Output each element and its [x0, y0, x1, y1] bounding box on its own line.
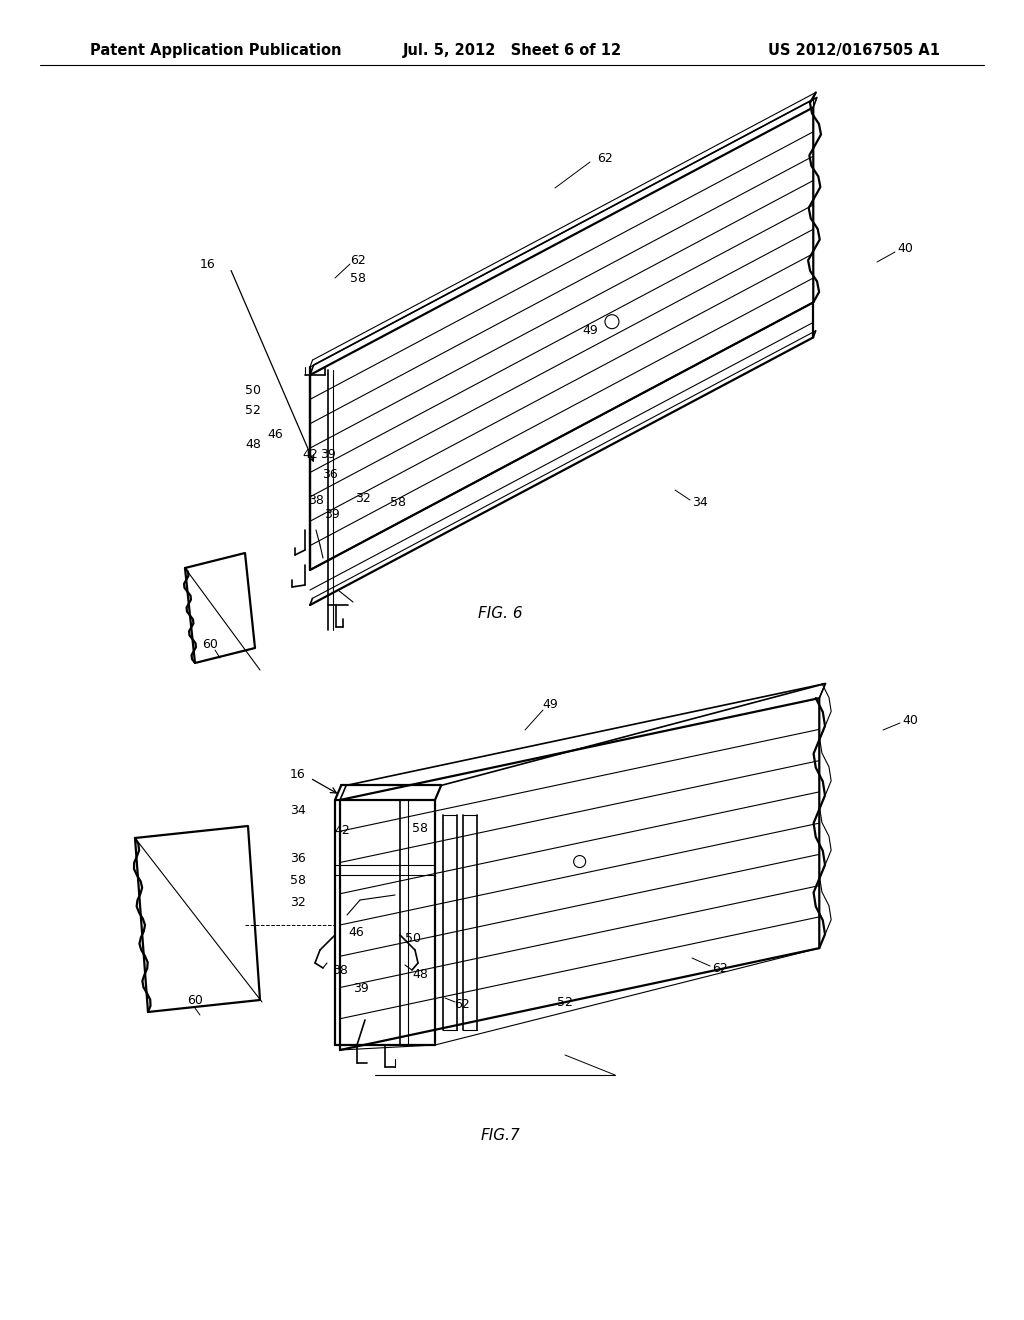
- Text: US 2012/0167505 A1: US 2012/0167505 A1: [768, 42, 940, 58]
- Text: 42: 42: [302, 449, 317, 462]
- Text: 58: 58: [290, 874, 306, 887]
- Text: 34: 34: [692, 495, 708, 508]
- Text: 34: 34: [290, 804, 306, 817]
- Text: 52: 52: [557, 995, 573, 1008]
- Text: 39: 39: [325, 508, 340, 521]
- Text: 52: 52: [245, 404, 261, 417]
- Text: 40: 40: [897, 242, 913, 255]
- Text: 36: 36: [323, 469, 338, 482]
- Text: 49: 49: [582, 323, 598, 337]
- Text: 16: 16: [200, 259, 216, 272]
- Text: 48: 48: [245, 438, 261, 451]
- Text: 49: 49: [542, 698, 558, 711]
- Text: FIG. 6: FIG. 6: [477, 606, 522, 620]
- Text: 32: 32: [290, 896, 306, 909]
- Text: 36: 36: [290, 851, 306, 865]
- Text: 48: 48: [412, 969, 428, 982]
- Text: 58: 58: [390, 495, 406, 508]
- Text: Jul. 5, 2012   Sheet 6 of 12: Jul. 5, 2012 Sheet 6 of 12: [402, 42, 622, 58]
- Text: 39: 39: [353, 982, 369, 994]
- Text: 40: 40: [902, 714, 918, 726]
- Text: 60: 60: [187, 994, 203, 1006]
- Text: 39: 39: [321, 449, 336, 462]
- Text: FIG.7: FIG.7: [480, 1127, 520, 1143]
- Text: 58: 58: [412, 821, 428, 834]
- Text: 62: 62: [454, 998, 470, 1011]
- Text: 42: 42: [334, 824, 350, 837]
- Text: 38: 38: [308, 494, 324, 507]
- Text: 62: 62: [712, 961, 728, 974]
- Text: 46: 46: [267, 429, 283, 441]
- Text: 38: 38: [332, 964, 348, 977]
- Text: 50: 50: [406, 932, 421, 945]
- Text: 58: 58: [350, 272, 366, 285]
- Text: 62: 62: [350, 253, 366, 267]
- Text: 16: 16: [290, 768, 306, 781]
- Circle shape: [605, 314, 618, 329]
- Text: Patent Application Publication: Patent Application Publication: [90, 42, 341, 58]
- Text: 46: 46: [348, 927, 364, 940]
- Text: 50: 50: [245, 384, 261, 396]
- Text: 62: 62: [597, 152, 613, 165]
- Text: 60: 60: [202, 639, 218, 652]
- Circle shape: [573, 855, 586, 867]
- Text: 32: 32: [355, 491, 371, 504]
